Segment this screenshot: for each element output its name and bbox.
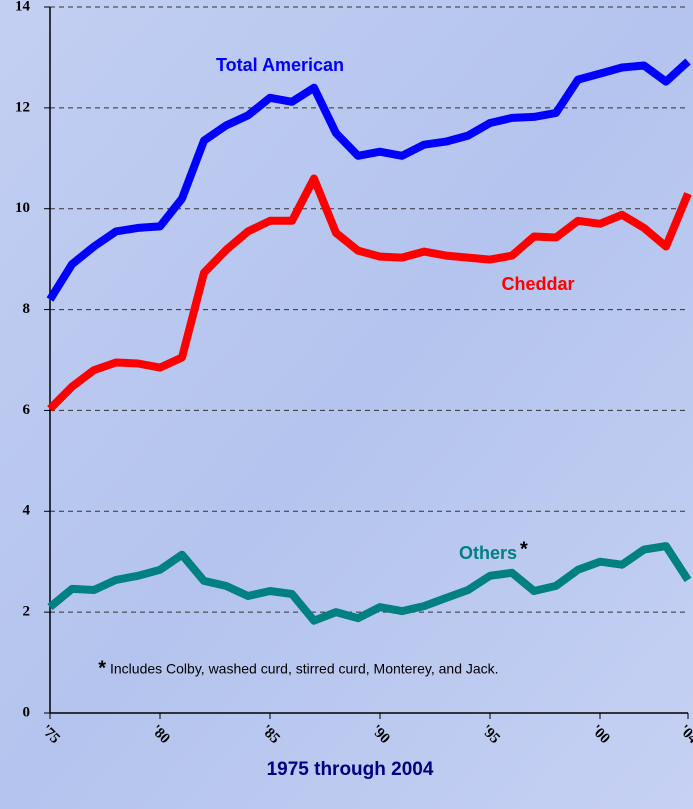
y-tick-label: 12: [15, 99, 30, 115]
y-tick-label: 8: [23, 301, 31, 317]
y-tick-label: 2: [23, 604, 31, 620]
series-line: [47, 174, 692, 412]
y-tick-label: 6: [23, 402, 31, 418]
series-label: Others: [459, 543, 517, 563]
series-label: Total American: [216, 55, 344, 75]
x-axis-label: 1975 through 2004: [267, 759, 434, 780]
y-tick-label: 0: [23, 704, 31, 720]
series-line: [47, 542, 692, 625]
y-tick-label: 14: [15, 0, 31, 14]
y-tick-label: 4: [23, 503, 31, 519]
series-label-marker: *: [520, 538, 528, 560]
series-line: [46, 58, 691, 302]
y-tick-label: 10: [15, 200, 30, 216]
series-label: Cheddar: [501, 274, 574, 294]
note-marker: *: [98, 657, 106, 679]
note: Includes Colby, washed curd, stirred cur…: [110, 661, 499, 677]
